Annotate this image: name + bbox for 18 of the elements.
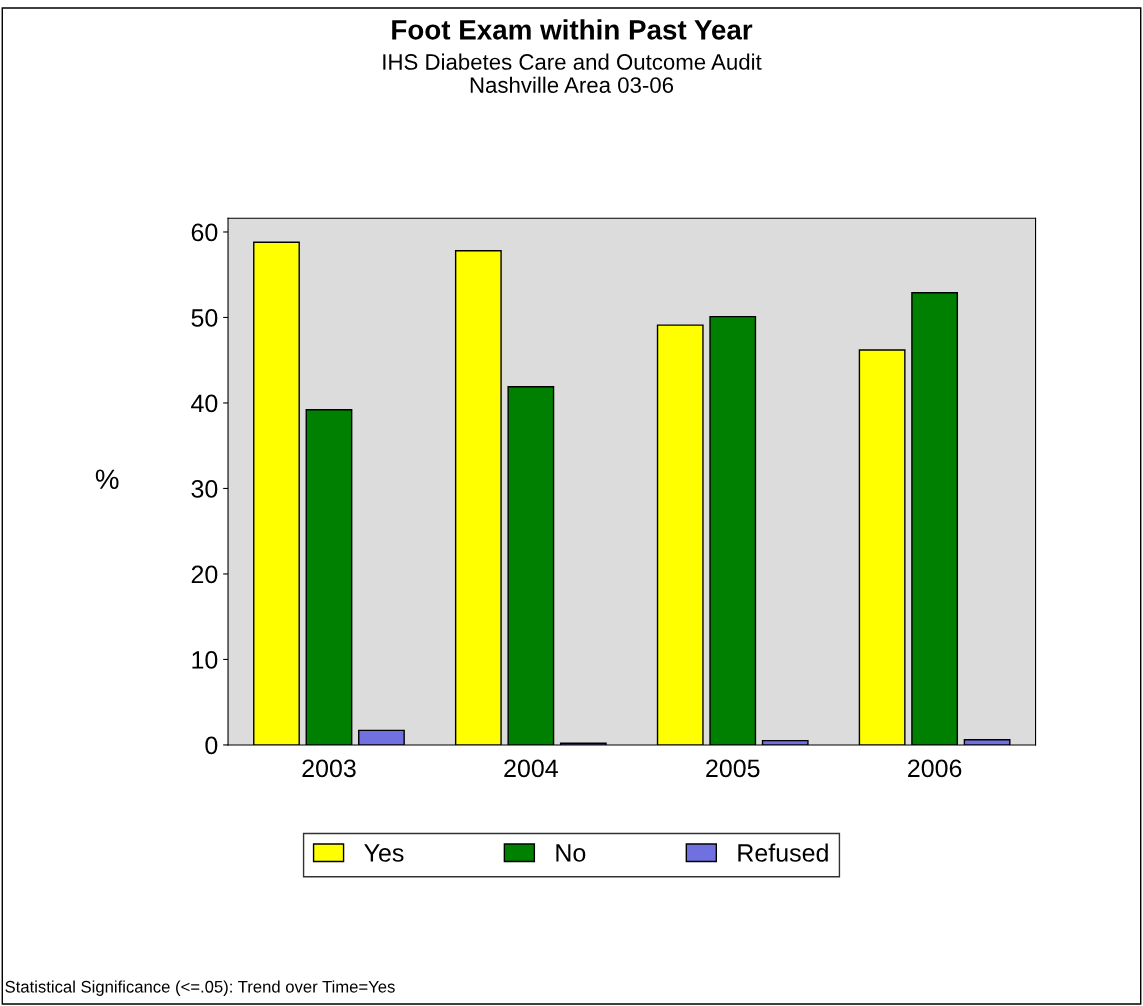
x-tick-label: 2005 — [706, 759, 760, 778]
y-tick-label: 50 — [191, 309, 218, 327]
x-tick-label: 2003 — [302, 759, 356, 778]
text: Statistical Significance (<=.05): Trend over Time=Yes — [5, 980, 395, 996]
x-tick-label: 2004 — [504, 759, 558, 778]
legend-label: Refused — [738, 843, 828, 862]
chart-title: Foot Exam within Past Year — [392, 19, 753, 40]
y-tick-label: 0 — [205, 736, 218, 755]
x-tick-label: 2006 — [908, 759, 962, 778]
y-tick-label: 30 — [191, 480, 218, 498]
legend-label: Yes — [364, 844, 404, 862]
y-tick-label: 40 — [191, 394, 218, 413]
y-axis-title: % — [95, 469, 119, 489]
legend-label: No — [556, 844, 586, 862]
y-tick-label: 60 — [191, 223, 218, 242]
chart-subtitle: IHS Diabetes Care and Outcome Audit Nashville Area 03-06 — [383, 53, 762, 93]
y-tick-label: 10 — [192, 651, 218, 669]
y-tick-label: 20 — [191, 565, 218, 584]
